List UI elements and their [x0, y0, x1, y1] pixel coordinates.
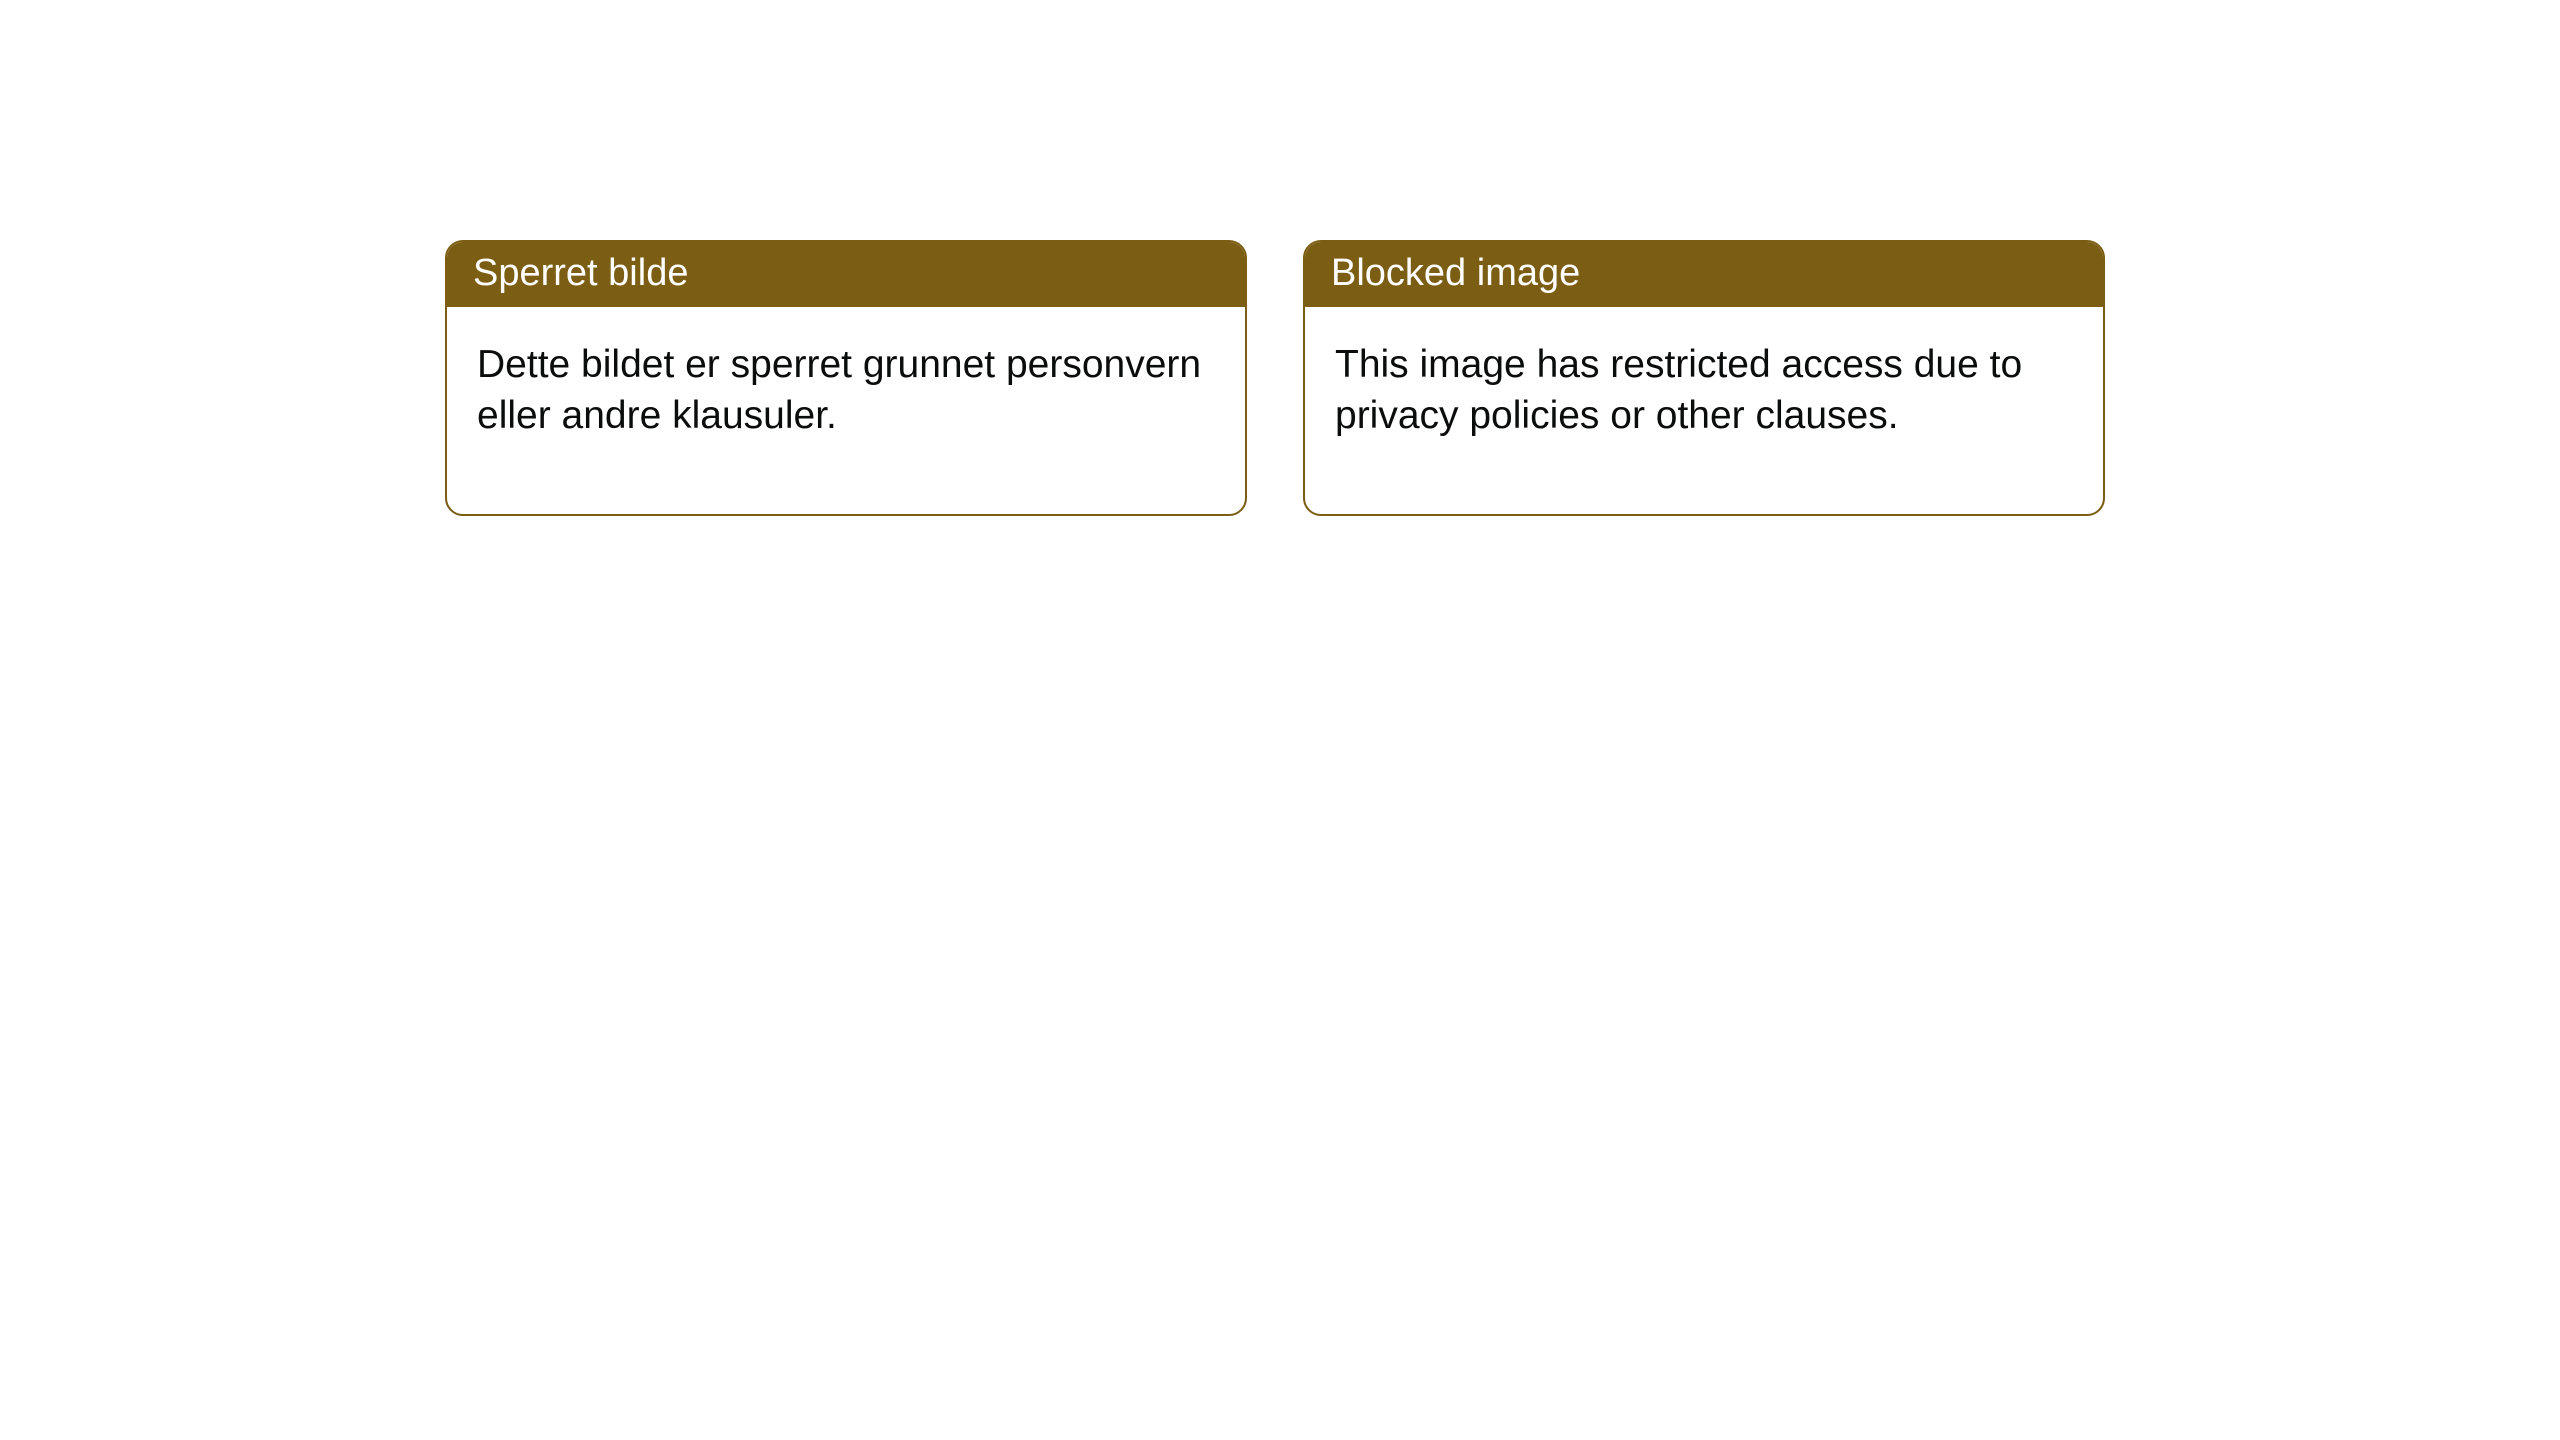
card-title-no: Sperret bilde — [447, 242, 1245, 307]
card-title-en: Blocked image — [1305, 242, 2103, 307]
card-body-no: Dette bildet er sperret grunnet personve… — [447, 307, 1245, 514]
card-body-en: This image has restricted access due to … — [1305, 307, 2103, 514]
blocked-image-card-no: Sperret bilde Dette bildet er sperret gr… — [445, 240, 1247, 516]
blocked-image-card-en: Blocked image This image has restricted … — [1303, 240, 2105, 516]
notice-container: Sperret bilde Dette bildet er sperret gr… — [0, 0, 2560, 516]
